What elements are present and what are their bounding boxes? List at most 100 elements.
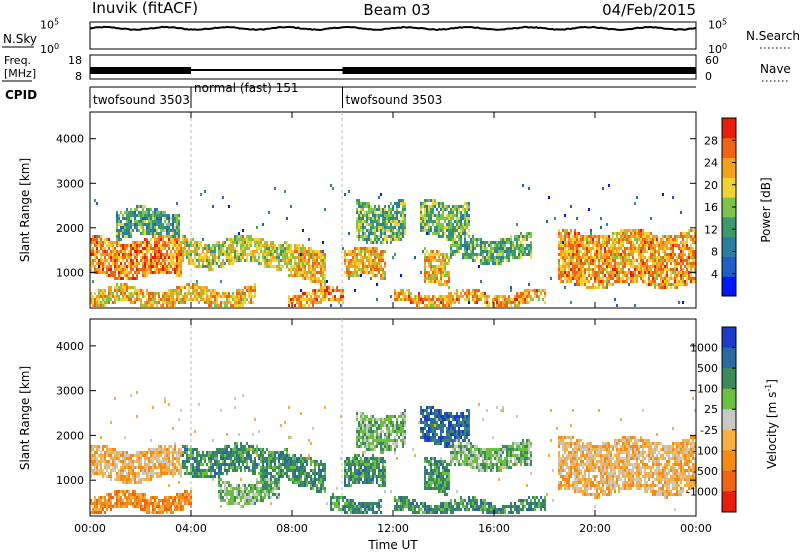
- heatmap-cell: [164, 247, 166, 250]
- heatmap-cell: [208, 250, 210, 253]
- heatmap-cell: [504, 301, 506, 304]
- heatmap-cell: [318, 271, 320, 274]
- heatmap-cell: [322, 250, 324, 253]
- heatmap-cell: [304, 247, 306, 250]
- heatmap-cell: [512, 244, 514, 247]
- heatmap-cell: [320, 265, 322, 268]
- heatmap-cell: [262, 223, 264, 226]
- heatmap-cell: [178, 268, 180, 271]
- heatmap-cell: [428, 259, 430, 262]
- heatmap-cell: [92, 235, 94, 238]
- heatmap-cell: [250, 259, 252, 262]
- heatmap-cell: [356, 220, 358, 223]
- heatmap-cell: [358, 268, 360, 271]
- heatmap-cell: [522, 244, 524, 247]
- heatmap-cell: [116, 289, 118, 292]
- heatmap-cell: [390, 232, 392, 235]
- heatmap-cell: [116, 283, 118, 286]
- heatmap-cell: [436, 259, 438, 262]
- heatmap-cell: [186, 469, 188, 472]
- heatmap-cell: [204, 292, 206, 295]
- heatmap-cell: [504, 298, 506, 301]
- heatmap-cell: [98, 496, 100, 499]
- heatmap-cell: [632, 229, 634, 232]
- heatmap-cell: [204, 247, 206, 250]
- heatmap-cell: [352, 256, 354, 259]
- heatmap-cell: [134, 301, 136, 304]
- heatmap-cell: [466, 232, 468, 235]
- heatmap-cell: [336, 289, 338, 292]
- heatmap-cell: [674, 241, 676, 244]
- heatmap-cell: [528, 301, 530, 304]
- heatmap-cell: [142, 223, 144, 226]
- heatmap-cell: [682, 232, 684, 235]
- heatmap-cell: [676, 244, 678, 247]
- heatmap-cell: [172, 511, 174, 514]
- heatmap-cell: [598, 250, 600, 253]
- heatmap-cell: [176, 496, 178, 499]
- heatmap-cell: [506, 247, 508, 250]
- heatmap-cell: [646, 283, 648, 286]
- heatmap-cell: [158, 298, 160, 301]
- heatmap-cell: [168, 292, 170, 295]
- heatmap-cell: [372, 265, 374, 268]
- heatmap-cell: [114, 490, 116, 493]
- heatmap-cell: [206, 298, 208, 301]
- heatmap-cell: [122, 472, 124, 475]
- heatmap-cell: [378, 205, 380, 208]
- heatmap-cell: [166, 241, 168, 244]
- heatmap-cell: [358, 202, 360, 205]
- heatmap-cell: [214, 262, 216, 265]
- nsky-left-tick: 100: [40, 42, 59, 56]
- heatmap-cell: [152, 472, 154, 475]
- heatmap-cell: [360, 217, 362, 220]
- heatmap-cell: [494, 262, 496, 265]
- heatmap-cell: [224, 301, 226, 304]
- heatmap-cell: [462, 244, 464, 247]
- heatmap-cell: [252, 286, 254, 289]
- heatmap-cell: [686, 283, 688, 286]
- heatmap-cell: [656, 238, 658, 241]
- heatmap-cell: [564, 286, 566, 289]
- heatmap-cell: [610, 271, 612, 274]
- heatmap-cell: [170, 262, 172, 265]
- heatmap-cell: [176, 217, 178, 220]
- heatmap-cell: [118, 475, 120, 478]
- heatmap-cell: [464, 232, 466, 235]
- heatmap-cell: [92, 472, 94, 475]
- heatmap-cell: [650, 238, 652, 241]
- heatmap-cell: [312, 268, 314, 271]
- heatmap-cell: [464, 244, 466, 247]
- heatmap-cell: [118, 235, 120, 238]
- heatmap-cell: [420, 295, 422, 298]
- heatmap-cell: [446, 256, 448, 259]
- heatmap-cell: [496, 247, 498, 250]
- heatmap-cell: [564, 262, 566, 265]
- heatmap-cell: [94, 511, 96, 514]
- heatmap-cell: [364, 256, 366, 259]
- heatmap-cell: [440, 262, 442, 265]
- heatmap-cell: [584, 280, 586, 283]
- heatmap-cell: [692, 253, 694, 256]
- heatmap-cell: [180, 271, 182, 274]
- heatmap-cell: [500, 304, 502, 307]
- heatmap-cell: [108, 448, 110, 451]
- heatmap-cell: [604, 238, 606, 241]
- heatmap-cell: [124, 250, 126, 253]
- heatmap-cell: [636, 274, 638, 277]
- heatmap-cell: [672, 256, 674, 259]
- heatmap-cell: [432, 223, 434, 226]
- heatmap-cell: [652, 280, 654, 283]
- heatmap-cell: [400, 202, 402, 205]
- heatmap-cell: [178, 253, 180, 256]
- heatmap-cell: [198, 253, 200, 256]
- heatmap-cell: [606, 286, 608, 289]
- heatmap-cell: [94, 199, 96, 202]
- heatmap-cell: [396, 298, 398, 301]
- heatmap-cell: [318, 289, 320, 292]
- heatmap-cell: [198, 256, 200, 259]
- heatmap-cell: [586, 259, 588, 262]
- heatmap-cell: [400, 226, 402, 229]
- heatmap-cell: [108, 475, 110, 478]
- heatmap-cell: [140, 508, 142, 511]
